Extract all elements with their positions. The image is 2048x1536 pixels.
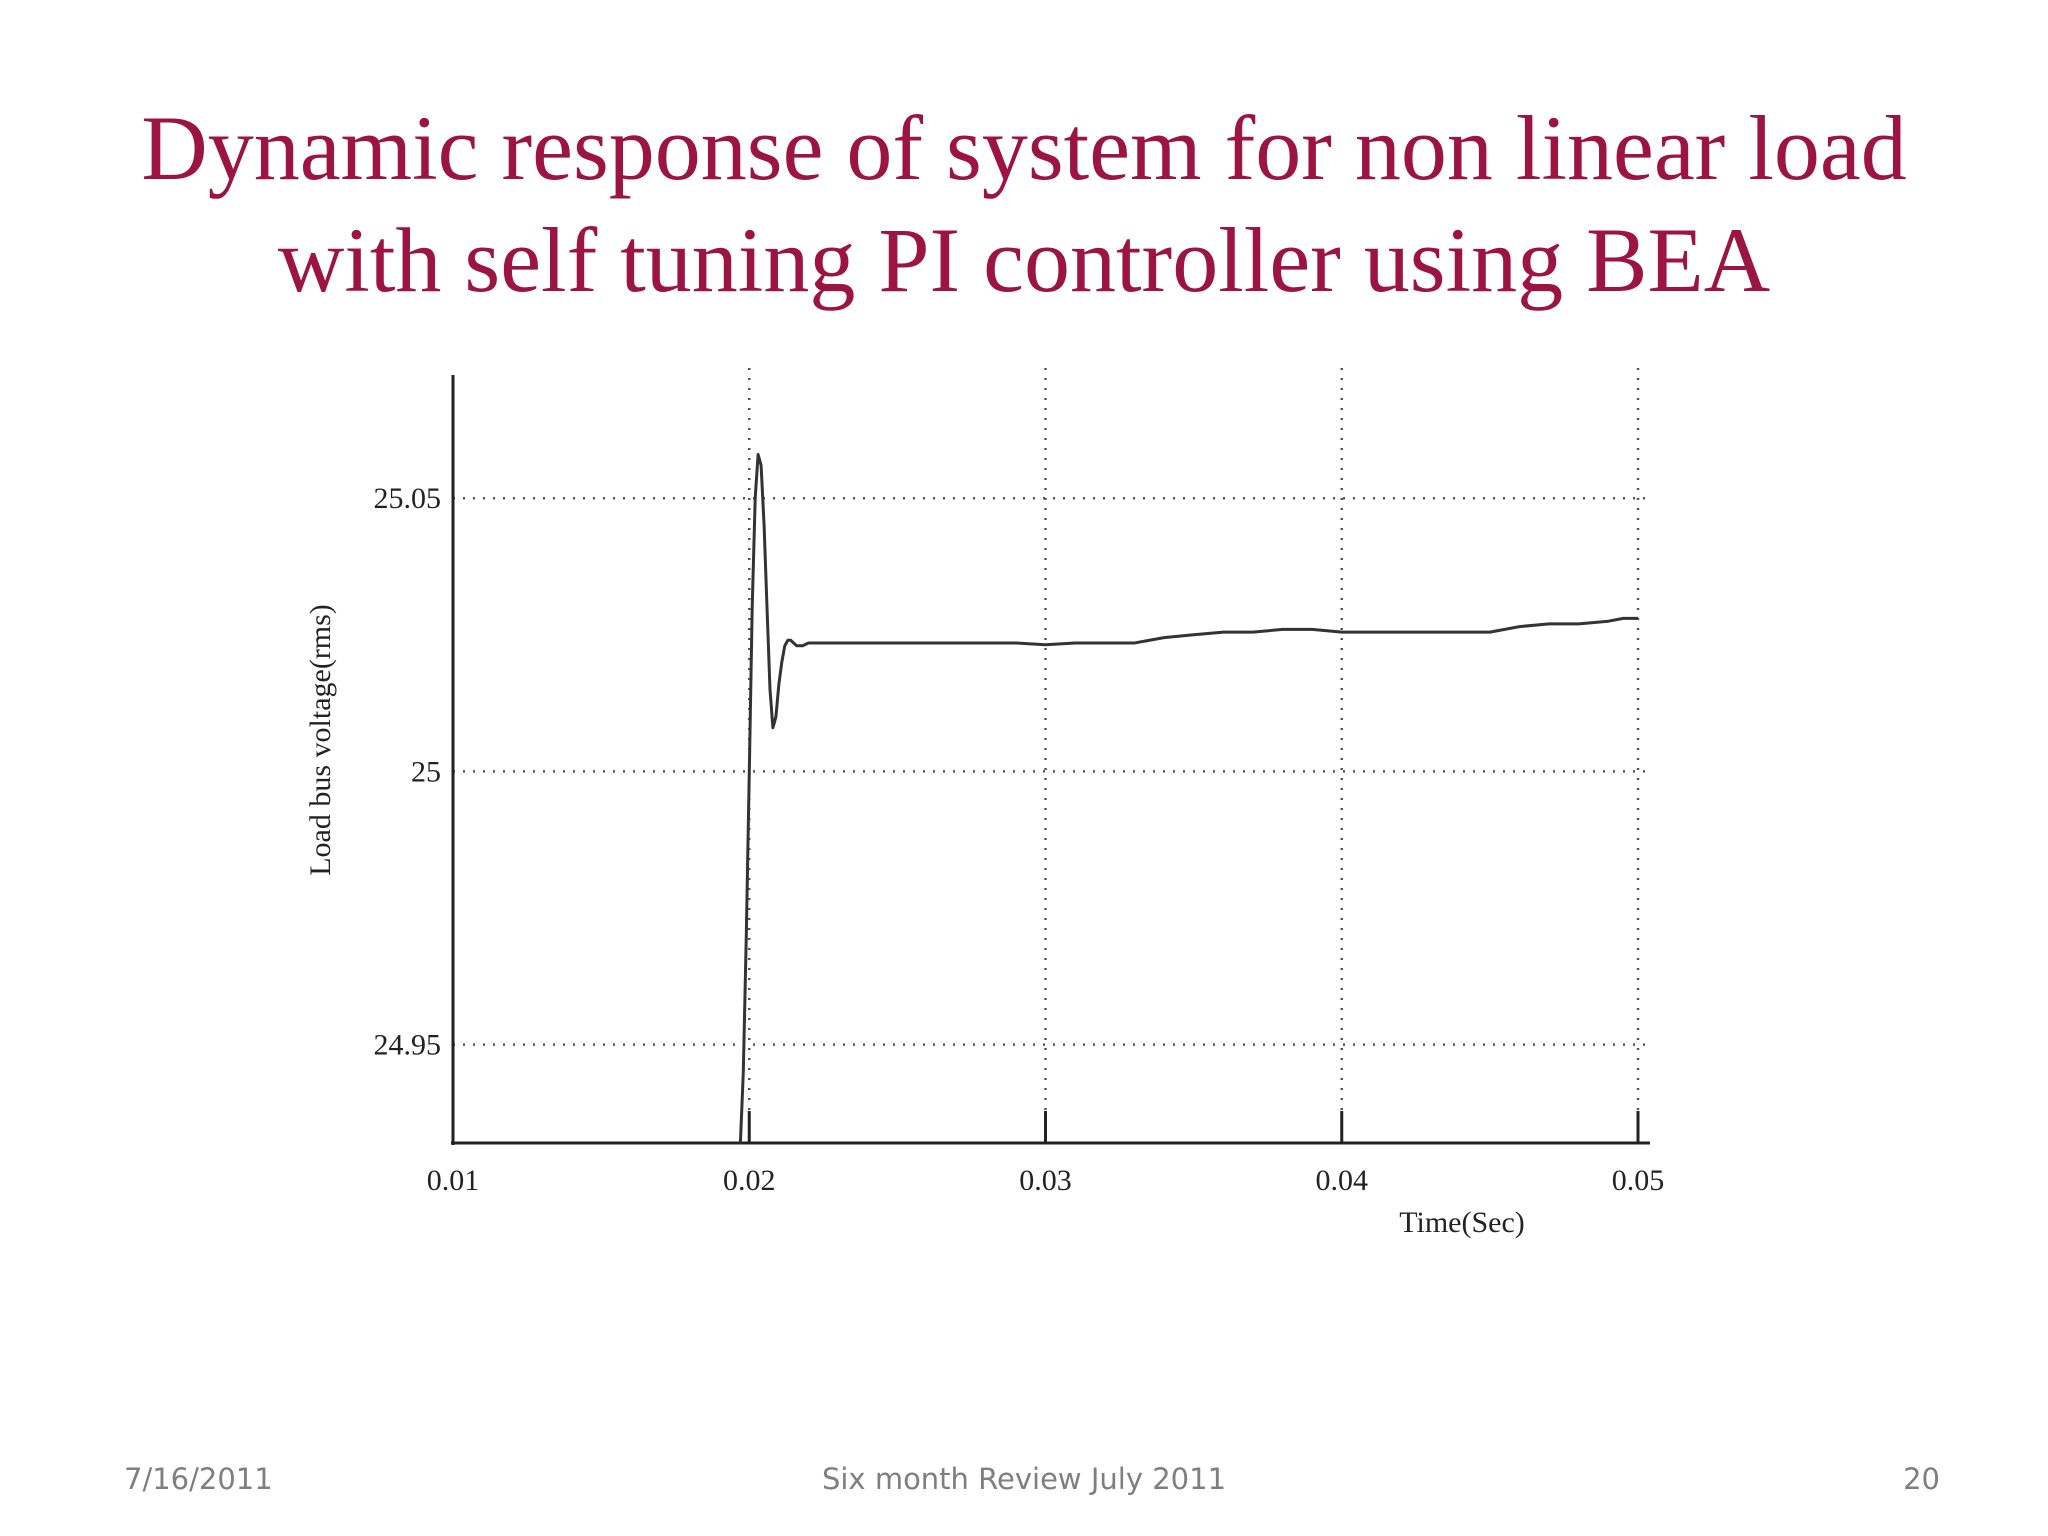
x-tick-label: 0.04 (1316, 1164, 1369, 1197)
grid-lines (453, 368, 1650, 1143)
series-layer (738, 453, 1638, 1144)
y-tick-label: 24.95 (374, 1029, 442, 1062)
series-line-voltage (738, 453, 1638, 1144)
y-axis-title: Load bus voltage(rms) (304, 604, 337, 876)
slide-title: Dynamic response of system for non linea… (0, 92, 2048, 316)
y-tick-label: 25.05 (374, 482, 442, 515)
slide-title-line-2: with self tuning PI controller using BEA (277, 209, 1771, 311)
x-tick-label: 0.01 (427, 1164, 480, 1197)
footer-page-number: 20 (1903, 1462, 1940, 1496)
x-tick-label: 0.05 (1612, 1164, 1665, 1197)
footer-date: 7/16/2011 (124, 1462, 273, 1496)
y-tick-label: 25 (411, 755, 441, 788)
x-tick-label: 0.02 (723, 1164, 776, 1197)
x-tick-label: 0.03 (1019, 1164, 1072, 1197)
footer-title: Six month Review July 2011 (821, 1462, 1227, 1496)
axes (451, 375, 1650, 1145)
x-axis-title: Time(Sec) (1399, 1206, 1525, 1239)
slide-title-line-1: Dynamic response of system for non linea… (141, 97, 1907, 199)
tick-labels: 0.01 0.02 0.03 0.04 0.05 24.95 25 25.05 (374, 482, 1665, 1197)
